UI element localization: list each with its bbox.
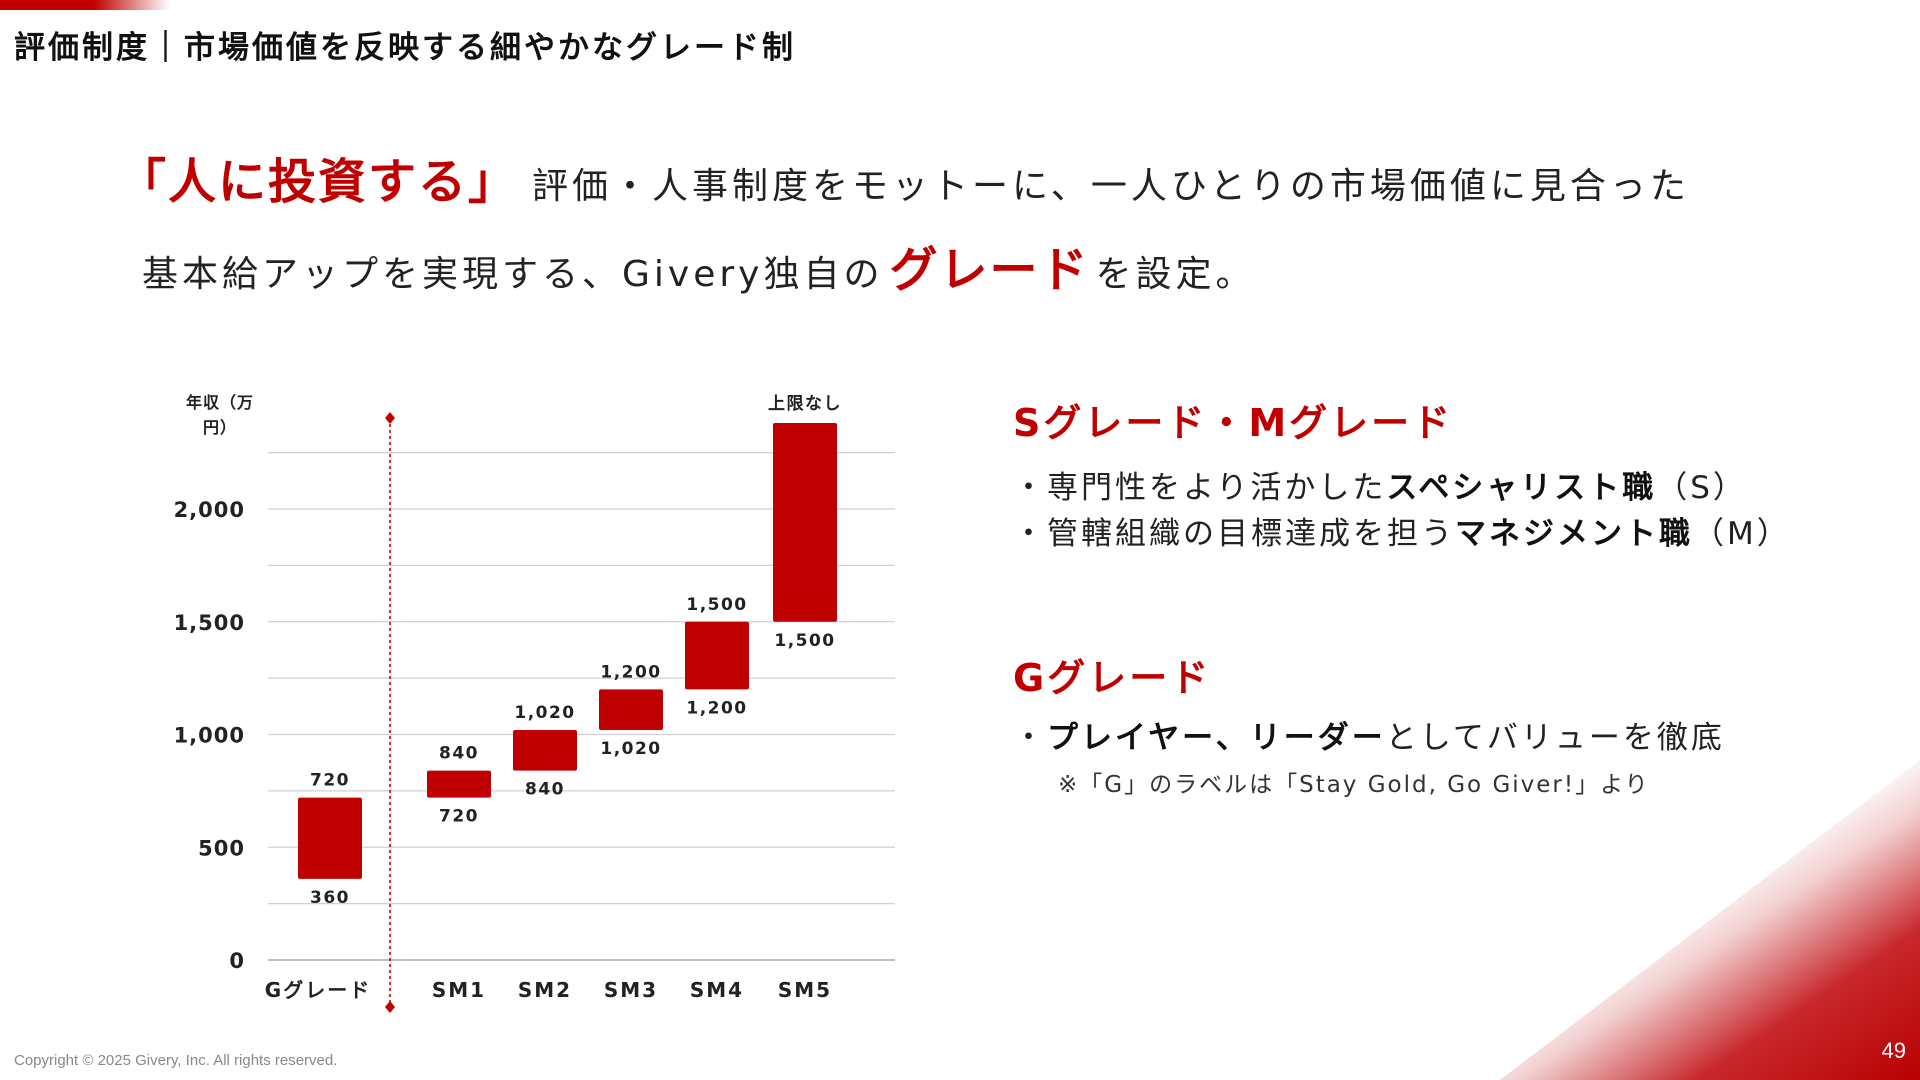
lead-highlight-invest: 「人に投資する」 [118,154,519,210]
top-accent-bar [0,0,170,10]
bullet-text: としてバリューを徹底 [1385,720,1725,756]
bullet-text: （S） [1656,470,1747,506]
bar-high-label: 720 [310,771,350,791]
bar-low-label: 720 [439,807,479,827]
page-number: 49 [1881,1038,1906,1063]
copyright: Copyright © 2025 Givery, Inc. All rights… [14,1052,338,1069]
lead-line-2: 基本給アップを実現する、Givery独自の グレード を設定。 [142,240,1256,305]
y-tick-label: 500 [198,836,245,860]
bar-low-label: 360 [310,888,350,908]
sm-bullet-specialist: ・専門性をより活かしたスペシャリスト職（S） [1013,462,1747,507]
bullet-emphasis: スペシャリスト職 [1386,470,1657,506]
grade-salary-chart: 0 500 1,000 1,500 2,000 年収（万円） 720 360 Gグレード 840 7… [174,393,895,1013]
bullet-emphasis: プレイヤー、リーダー [1047,720,1386,756]
corner-decoration [1500,760,1920,1080]
bullet-text: （M） [1693,516,1791,552]
y-tick-label: 0 [229,949,245,973]
divider-top-marker [385,412,395,424]
y-tick-label: 1,000 [174,724,245,748]
bar-SM5 [773,423,837,622]
lead-text-3: を設定。 [1095,254,1256,295]
y-axis-label: 円） [203,418,237,437]
divider-bottom-marker [385,1001,395,1013]
g-bullet-player: ・プレイヤー、リーダーとしてバリューを徹底 [1013,712,1725,757]
bullet-text: ・管轄組織の目標達成を担う [1013,516,1455,552]
x-tick-label: Gグレード [265,978,371,1002]
bar-SM3 [599,689,663,730]
x-tick-label: SM3 [604,978,658,1002]
y-tick-label: 2,000 [174,498,245,522]
sm-bullet-management: ・管轄組織の目標達成を担うマネジメント職（M） [1013,508,1791,553]
x-tick-label: SM4 [690,978,744,1002]
x-tick-label: SM1 [432,978,486,1002]
bar-SM1 [427,770,491,798]
bullet-emphasis: マネジメント職 [1455,516,1693,552]
bar-high-label: 1,020 [514,703,575,723]
x-tick-label: SM2 [518,978,572,1002]
bar-SM2 [513,729,577,771]
y-tick-label: 1,500 [174,611,245,635]
bullet-text: ・専門性をより活かした [1013,470,1387,506]
bar-low-label: 1,500 [774,631,835,651]
lead-text-1: 評価・人事制度をモットーに、一人ひとりの市場価値に見合った [532,166,1690,207]
y-axis-label: 年収（万 [186,393,254,412]
bar-low-label: 1,020 [600,739,661,759]
g-grade-title: Gグレード [1013,656,1212,700]
bar-low-label: 840 [525,780,565,800]
x-tick-label: SM5 [778,978,832,1002]
page-title: 評価制度｜市場価値を反映する細やかなグレード制 [14,30,796,66]
bar-high-label: 上限なし [768,394,842,414]
lead-line-1: 「人に投資する」 評価・人事制度をモットーに、一人ひとりの市場価値に見合った [118,152,1690,217]
bullet-text: ・ [1013,720,1047,756]
lead-text-2: 基本給アップを実現する、Givery独自の [142,254,884,295]
g-label-note: ※「G」のラベルは「Stay Gold, Go Giver!」より [1058,772,1650,798]
bar-SM4 [685,621,749,690]
bar-high-label: 1,500 [686,595,747,615]
sm-grade-title: Sグレード・Mグレード [1013,401,1454,445]
bar-high-label: 840 [439,744,479,764]
bar-Gグレード [298,797,362,879]
lead-highlight-grade: グレード [889,242,1090,298]
bar-low-label: 1,200 [686,698,747,718]
bar-high-label: 1,200 [600,662,661,682]
